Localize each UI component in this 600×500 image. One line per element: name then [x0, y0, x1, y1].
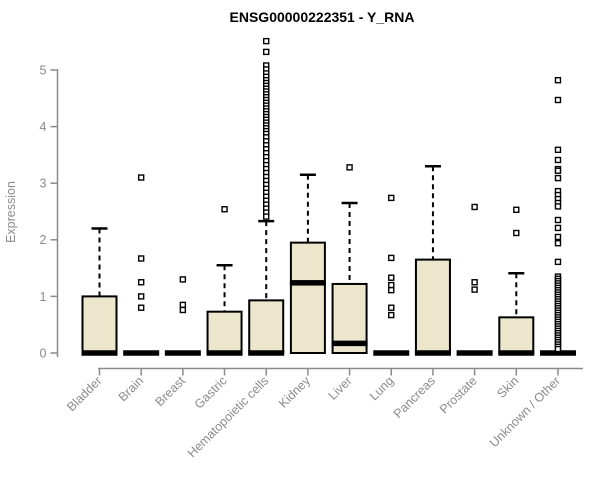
- y-tick-label: 3: [40, 177, 47, 191]
- outlier-point: [554, 203, 562, 210]
- outlier-point: [388, 274, 395, 281]
- outlier-point: [263, 213, 270, 220]
- outlier-point: [554, 167, 562, 174]
- outlier-point: [179, 306, 187, 314]
- outlier-point: [388, 286, 395, 294]
- y-tick-label: 4: [40, 120, 47, 134]
- median-bar: [206, 350, 243, 356]
- x-tick-label: Gastric: [192, 374, 230, 412]
- outlier-point: [471, 286, 478, 293]
- box-group-kidney: [289, 173, 326, 355]
- outlier-point: [137, 255, 145, 262]
- box-rect: [206, 310, 243, 355]
- median-bar: [289, 280, 326, 286]
- outlier-point: [221, 206, 228, 213]
- box-rect: [414, 258, 451, 354]
- outlier-point: [471, 279, 478, 286]
- outlier-point: [388, 194, 395, 202]
- box-group-skin: [498, 206, 535, 356]
- box-group-prostate: [456, 203, 493, 356]
- outlier-point: [179, 276, 187, 283]
- y-tick-label: 1: [40, 290, 47, 304]
- outlier-point: [263, 48, 270, 56]
- x-tick-label: Liver: [326, 374, 355, 403]
- median-bar: [414, 350, 451, 356]
- outlier-point: [388, 281, 395, 289]
- y-tick-label: 2: [40, 233, 47, 247]
- box-group-lung: [373, 194, 410, 356]
- box-group-brain: [123, 174, 160, 356]
- median-bar: [331, 340, 368, 347]
- x-tick-label: Brain: [116, 374, 147, 405]
- outlier-point: [513, 206, 520, 214]
- median-bar: [123, 350, 160, 356]
- outlier-point: [554, 96, 562, 104]
- outlier-point: [388, 254, 395, 262]
- median-bar: [164, 350, 201, 356]
- outlier-point: [513, 229, 520, 237]
- outlier-point: [137, 279, 145, 286]
- outlier-point: [554, 233, 562, 241]
- outlier-point: [137, 304, 145, 311]
- outlier-point: [554, 216, 562, 224]
- outlier-point: [554, 76, 562, 84]
- outlier-point: [554, 146, 562, 154]
- outlier-point: [471, 203, 478, 211]
- y-tick-label: 0: [40, 346, 47, 360]
- box-group-bladder: [81, 227, 118, 356]
- outlier-point: [388, 304, 395, 311]
- x-tick-label: Unknown / Other: [487, 374, 563, 450]
- x-tick-label: Bladder: [64, 374, 104, 414]
- outlier-point: [554, 239, 562, 247]
- x-tick-label: Kidney: [276, 373, 313, 410]
- outlier-point: [554, 224, 562, 232]
- outlier-point: [554, 345, 562, 353]
- x-tick-label: Skin: [494, 374, 521, 401]
- box-rect: [498, 316, 535, 355]
- box-rect: [248, 299, 285, 354]
- box-rect: [81, 295, 118, 354]
- median-bar: [248, 350, 285, 356]
- median-bar: [373, 350, 410, 356]
- outlier-point: [554, 156, 562, 164]
- plot-area: 0 1 2 3 4 5 Bladder Brain Breast GastricHematopoi…: [40, 37, 583, 461]
- box-group-gastric: [206, 206, 243, 356]
- y-axis-title: Expression: [4, 181, 18, 243]
- outlier-point: [263, 37, 270, 45]
- box-group-unknown-other: [539, 76, 576, 356]
- x-tick-label: Prostate: [437, 374, 480, 417]
- outlier-point: [554, 258, 562, 266]
- outlier-point: [554, 174, 562, 182]
- outlier-point: [179, 301, 187, 309]
- box-group-breast: [164, 276, 201, 356]
- outlier-point: [137, 174, 145, 181]
- x-tick-label: Lung: [367, 374, 397, 404]
- x-tick-label: Hematopoietic cells: [185, 374, 272, 461]
- x-tick-label: Pancreas: [391, 374, 438, 421]
- box-group-hematopoietic-cells: [248, 37, 285, 356]
- box-rect: [289, 241, 326, 355]
- y-tick-label: 5: [40, 63, 47, 77]
- outlier-point: [137, 293, 145, 300]
- median-bar: [81, 350, 118, 356]
- outlier-point: [388, 311, 395, 319]
- box-group-liver: [331, 164, 368, 354]
- median-bar: [456, 350, 493, 356]
- median-bar: [539, 350, 576, 356]
- box-group-pancreas: [414, 164, 451, 356]
- outlier-point: [346, 164, 353, 171]
- median-bar: [498, 350, 535, 356]
- chart-title: ENSG00000222351 - Y_RNA: [230, 9, 415, 25]
- x-tick-label: Breast: [153, 373, 189, 409]
